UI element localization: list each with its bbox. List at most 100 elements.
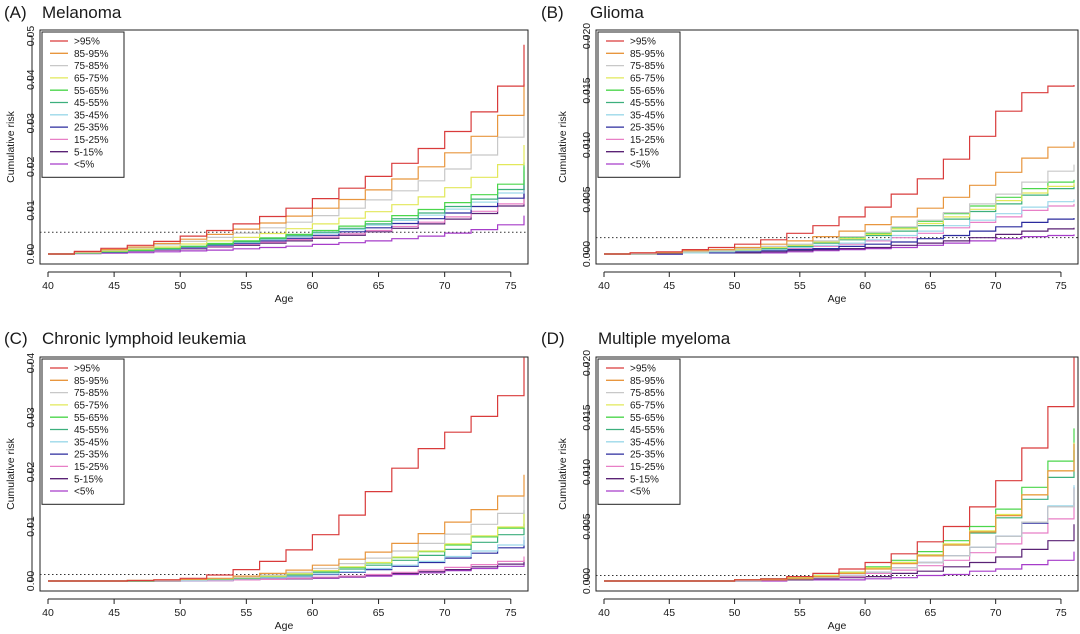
legend-label: 55-65% [630, 413, 665, 424]
x-axis-label: Age [828, 620, 847, 632]
legend-label: 85-95% [74, 376, 109, 387]
series-line-1 [604, 357, 1075, 582]
legend-label: 5-15% [630, 147, 659, 158]
legend-label: 65-75% [74, 74, 109, 85]
x-tick-label: 65 [373, 280, 385, 292]
plot-frame [595, 356, 1079, 592]
legend-label: >95% [74, 37, 100, 48]
x-tick-label: 60 [307, 280, 319, 292]
x-tick-label: 75 [505, 280, 517, 292]
y-tick-label: 0.000 [581, 568, 593, 594]
legend-label: 35-45% [630, 110, 665, 121]
x-tick-label: 70 [990, 607, 1002, 619]
x-tick-label: 75 [505, 607, 517, 619]
x-tick-label: 65 [925, 607, 937, 619]
y-tick-label: 0.015 [581, 77, 593, 103]
y-axis-label: Cumulative risk [557, 110, 569, 183]
legend-label: <5% [630, 160, 650, 171]
x-tick-label: 40 [598, 280, 610, 292]
y-tick-label: 0.03 [25, 113, 37, 134]
panel-tag: (C) [4, 329, 28, 348]
chart-title: Multiple myeloma [598, 329, 731, 348]
legend-label: 45-55% [630, 425, 665, 436]
x-tick-label: 45 [108, 280, 120, 292]
x-tick-label: 40 [42, 607, 54, 619]
y-tick-label: 0.00 [25, 571, 37, 592]
legend-label: 55-65% [74, 86, 109, 97]
y-tick-label: 0.05 [25, 26, 37, 47]
legend-label: 75-85% [630, 388, 665, 399]
x-tick-label: 45 [663, 280, 675, 292]
x-tick-label: 65 [373, 607, 385, 619]
legend-label: 15-25% [630, 462, 665, 473]
x-tick-label: 55 [794, 607, 806, 619]
x-tick-label: 75 [1055, 607, 1067, 619]
x-axis-label: Age [275, 293, 294, 305]
legend-label: <5% [74, 160, 94, 171]
x-axis-label: Age [828, 293, 847, 305]
y-axis-label: Cumulative risk [5, 437, 17, 510]
series-line-3 [48, 496, 525, 582]
x-axis-label: Age [275, 620, 294, 632]
legend-label: 35-45% [630, 437, 665, 448]
panel-tag: (B) [541, 3, 564, 22]
y-tick-label: 0.00 [25, 244, 37, 265]
legend-label: 5-15% [74, 474, 103, 485]
legend-label: 5-15% [74, 147, 103, 158]
legend-box [41, 31, 125, 178]
legend-label: 85-95% [630, 376, 665, 387]
x-tick-label: 45 [108, 607, 120, 619]
legend-label: 75-85% [630, 61, 665, 72]
legend-label: 55-65% [74, 413, 109, 424]
series-line-3 [604, 164, 1075, 255]
x-tick-label: 75 [1055, 280, 1067, 292]
x-tick-label: 50 [174, 607, 186, 619]
legend-label: 5-15% [630, 474, 659, 485]
legend-label: 35-45% [74, 437, 109, 448]
y-tick-label: 0.000 [581, 241, 593, 267]
chart-title: Chronic lymphoid leukemia [42, 329, 247, 348]
x-tick-label: 55 [240, 280, 252, 292]
y-tick-label: 0.04 [25, 69, 37, 90]
legend-label: <5% [630, 487, 650, 498]
legend-label: 25-35% [630, 450, 665, 461]
series-line-8 [604, 218, 1075, 255]
y-tick-label: 0.015 [581, 404, 593, 430]
legend-box [597, 31, 681, 178]
plot-frame [39, 356, 529, 592]
plot-frame [595, 29, 1079, 265]
legend-label: 25-35% [74, 123, 109, 134]
x-tick-label: 70 [439, 607, 451, 619]
chart-panel-4: (D) Multiple myeloma 40 45 50 55 60 65 70 75 Age 0.… [541, 329, 1079, 632]
legend-label: 75-85% [74, 61, 109, 72]
legend-label: >95% [630, 37, 656, 48]
x-tick-label: 55 [240, 607, 252, 619]
legend-label: 45-55% [74, 425, 109, 436]
chart-panel-3: (C) Chronic lymphoid leukemia 40 45 50 55 60 65… [4, 329, 529, 632]
y-tick-label: 0.020 [581, 350, 593, 376]
legend-label: 45-55% [74, 98, 109, 109]
legend-label: 65-75% [630, 401, 665, 412]
y-tick-label: 0.01 [25, 516, 37, 537]
panel-tag: (A) [4, 3, 27, 22]
legend-label: 25-35% [74, 450, 109, 461]
y-tick-label: 0.02 [25, 462, 37, 483]
series-line-1 [48, 44, 525, 255]
x-tick-label: 40 [598, 607, 610, 619]
y-axis-label: Cumulative risk [5, 110, 17, 183]
series-line-3 [604, 488, 1075, 582]
x-tick-label: 70 [439, 280, 451, 292]
x-tick-label: 60 [859, 607, 871, 619]
legend-label: 15-25% [74, 462, 109, 473]
legend-label: 45-55% [630, 98, 665, 109]
chart-title: Glioma [590, 3, 644, 22]
y-tick-label: 0.02 [25, 156, 37, 177]
legend-label: <5% [74, 487, 94, 498]
x-tick-label: 55 [794, 280, 806, 292]
chart-panel-1: (A) Melanoma 40 45 50 55 60 65 70 75 Age 0.00 0.01 0.… [4, 3, 529, 305]
x-tick-label: 40 [42, 280, 54, 292]
x-tick-label: 65 [925, 280, 937, 292]
chart-title: Melanoma [42, 3, 122, 22]
legend-label: 65-75% [74, 401, 109, 412]
